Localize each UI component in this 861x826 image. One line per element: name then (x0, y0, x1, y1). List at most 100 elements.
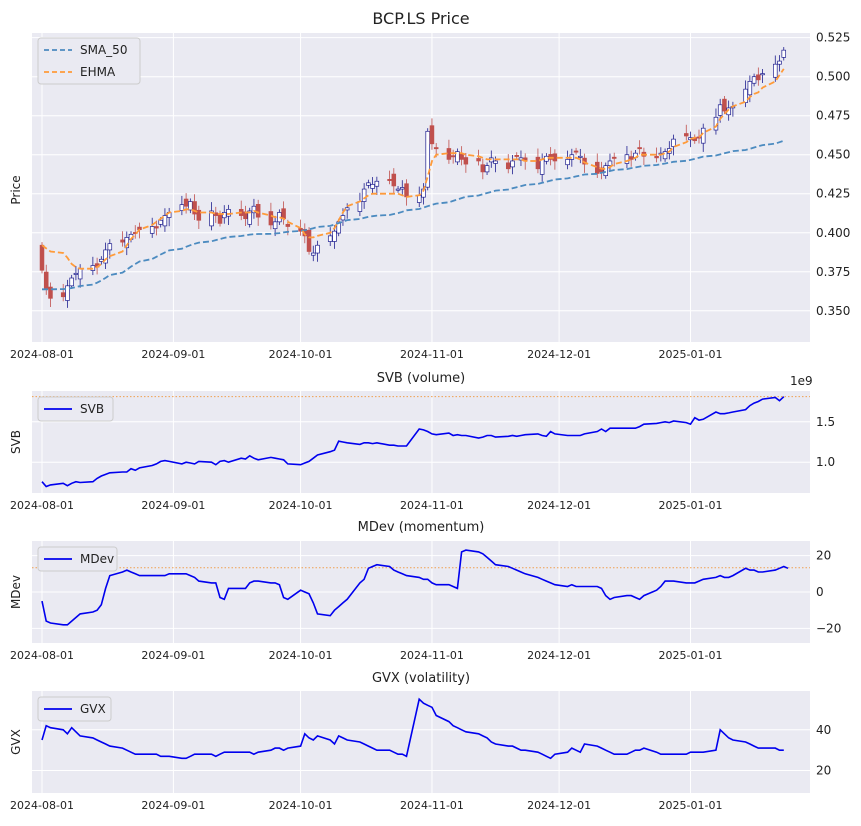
price-panel: 0.350 0.375 0.400 0.425 0.450 0.475 0.500 0.525… (10, 31, 850, 361)
candle-body (573, 150, 579, 153)
sma-50-line (42, 139, 785, 291)
candle-body (756, 74, 761, 81)
gvx-line (41, 697, 784, 760)
svb-ytick-label: 1.5 (816, 415, 835, 429)
mdev-grid (32, 541, 810, 643)
price-ytick-label: 0.350 (816, 304, 850, 318)
candle-body (327, 235, 333, 242)
svb-yticks: 1.0 1.5 (816, 415, 835, 469)
candle-body (603, 165, 608, 176)
svb-panel-title: SVB (volume) (377, 371, 466, 386)
price-legend: SMA_50 EHMA (37, 37, 141, 85)
candle-body (268, 211, 274, 226)
price-ytick-label: 0.400 (816, 226, 850, 240)
svb-legend: SVB (37, 396, 114, 422)
candle-body (484, 165, 490, 173)
mdev-series-line (41, 549, 789, 626)
price-xtick-label: 2024-08-01 (10, 348, 74, 361)
candle-body (43, 271, 49, 290)
candle-body (429, 125, 435, 145)
candle-body (387, 179, 392, 181)
mdev-legend-box (37, 546, 118, 572)
svb-legend-box (37, 396, 114, 422)
gvx-series-line (41, 697, 784, 760)
candle-body (209, 210, 214, 227)
candle-body (179, 204, 185, 211)
candle-body (332, 230, 337, 242)
mdev-ytick-label: 0 (816, 585, 824, 599)
candle-body (671, 138, 676, 147)
price-ytick-label: 0.525 (816, 31, 850, 45)
gvx-xtick-label: 2024-08-01 (10, 799, 74, 812)
candle-body (446, 148, 452, 160)
candle-body (357, 201, 363, 212)
candle-body (311, 252, 316, 256)
candle-body (463, 157, 469, 165)
gvx-xtick-label: 2024-12-01 (527, 799, 591, 812)
svb-xtick-label: 2024-11-01 (400, 499, 464, 512)
mdev-ylabel: MDev (9, 575, 23, 609)
candle-body (196, 209, 202, 221)
candle-body (717, 104, 723, 116)
candle-body (374, 180, 380, 187)
candle-body (188, 201, 193, 211)
candle-body (48, 286, 53, 299)
candle-body (514, 155, 519, 157)
candle-body (637, 147, 642, 150)
gvx-grid (32, 691, 810, 793)
svb-line (41, 396, 785, 488)
candle-body (565, 159, 570, 166)
candle-body (73, 272, 79, 275)
mdev-ytick-label: −20 (816, 621, 841, 635)
mdev-xtick-label: 2024-08-01 (10, 649, 74, 662)
svb-series-line (41, 396, 785, 488)
candle-body (539, 159, 545, 175)
candle-body (162, 215, 168, 227)
gvx-plot-area (32, 691, 810, 793)
candle-body (124, 237, 130, 249)
candle-body (624, 154, 630, 164)
candle-body (493, 160, 498, 164)
price-ytick-label: 0.475 (816, 109, 850, 123)
gvx-xtick-label: 2024-09-01 (141, 799, 205, 812)
candle-body (154, 226, 159, 229)
candle-body (340, 215, 346, 221)
mdev-xtick-label: 2024-09-01 (141, 649, 205, 662)
candle-body (222, 212, 227, 219)
candle-body (518, 157, 524, 161)
mdev-ytick-label: 20 (816, 549, 831, 563)
candle-body (77, 268, 83, 280)
candle-body (595, 161, 600, 174)
candle-body (272, 221, 278, 230)
gvx-xtick-label: 2025-01-01 (659, 799, 723, 812)
price-lines (41, 68, 785, 291)
gvx-legend: GVX (37, 696, 112, 722)
candle-body (281, 208, 286, 220)
mdev-line (41, 549, 789, 626)
candle-body (149, 226, 155, 234)
legend-sma-label: SMA_50 (80, 43, 127, 57)
legend-svb-label: SVB (80, 402, 104, 416)
ehma-line (41, 68, 785, 270)
legend-ehma-label: EHMA (80, 65, 116, 79)
price-ytick-label: 0.425 (816, 187, 850, 201)
candle-body (607, 160, 613, 167)
candle-body (120, 239, 125, 243)
candle-body (747, 81, 753, 96)
price-ylabel: Price (9, 175, 23, 204)
candle-body (611, 156, 617, 159)
price-ytick-label: 0.375 (816, 265, 850, 279)
price-ytick-label: 0.450 (816, 148, 850, 162)
candle-body (395, 188, 401, 191)
gvx-xtick-label: 2024-11-01 (400, 799, 464, 812)
svb-panel: 1.01.5 2024-08-01 2024-09-01 2024-10-01 202… (10, 391, 835, 512)
candle-body (480, 164, 486, 173)
gvx-ytick-label: 20 (816, 764, 831, 778)
mdev-xtick-label: 2024-10-01 (269, 649, 333, 662)
candle-body (773, 63, 778, 78)
candle-body (416, 194, 422, 203)
gvx-ylabel: GVX (9, 729, 23, 755)
candle-body (433, 147, 439, 150)
